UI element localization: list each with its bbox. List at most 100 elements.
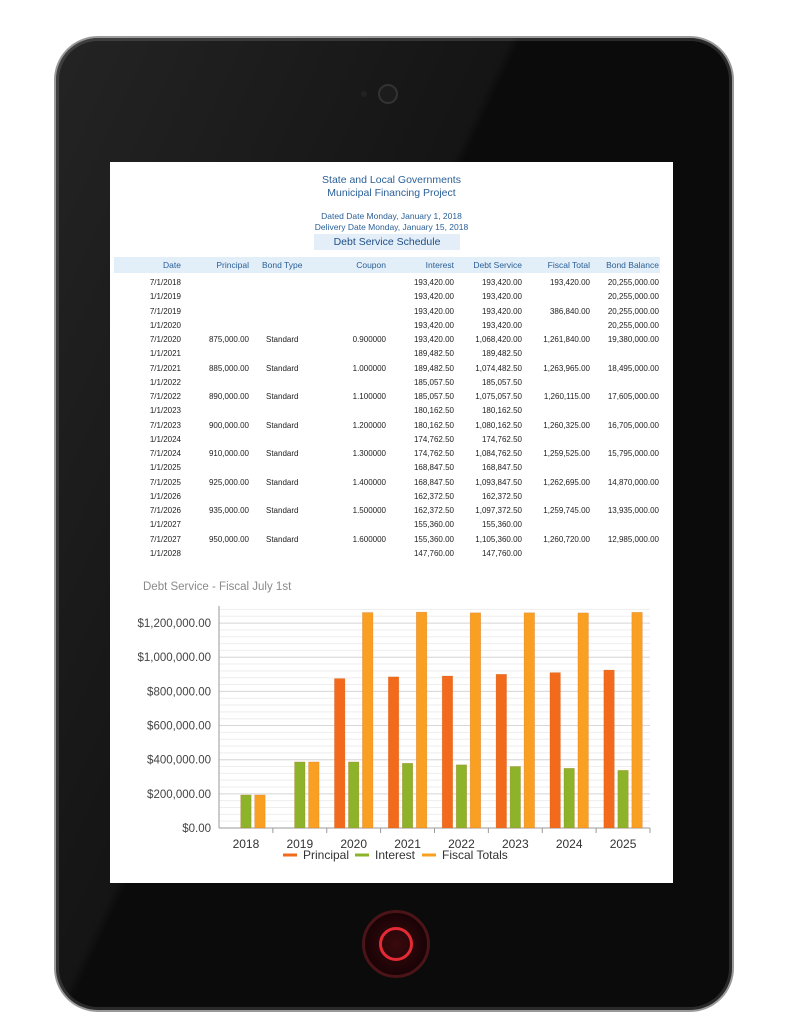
bar-fiscal-totals xyxy=(631,612,643,829)
y-tick-label: $400,000.00 xyxy=(147,755,211,767)
table-row: 1/1/2024 174,762.50 174,762.50 xyxy=(110,433,673,447)
cell-interest: 189,482.50 xyxy=(413,363,454,373)
header-bond-balance: Bond Balance xyxy=(606,260,659,270)
cell-bond-type: Standard xyxy=(266,506,299,515)
header-coupon: Coupon xyxy=(356,260,386,270)
y-tick-label: $0.00 xyxy=(182,823,211,835)
cell-interest: 193,420.00 xyxy=(413,292,454,302)
cell-debt-service: 1,080,162.50 xyxy=(475,420,522,430)
header-date: Date xyxy=(163,260,181,270)
cell-fiscal-total: 1,259,745.00 xyxy=(543,506,590,515)
cell-debt-service: 147,760.00 xyxy=(481,548,522,558)
cell-principal: 885,000.00 xyxy=(208,363,249,373)
cell-debt-service: 193,420.00 xyxy=(481,306,522,316)
cell-interest: 180,162.50 xyxy=(413,420,454,430)
cell-coupon: 0.900000 xyxy=(352,335,386,344)
table-row: 1/1/2021 189,482.50 189,482.50 xyxy=(110,347,673,361)
cell-bond-balance: 15,795,000.00 xyxy=(607,449,659,458)
cell-debt-service: 1,075,057.50 xyxy=(475,392,522,401)
cell-interest: 155,360.00 xyxy=(413,534,454,544)
cell-debt-service: 1,084,762.50 xyxy=(475,449,522,458)
bar-fiscal-totals xyxy=(308,761,320,829)
cell-fiscal-total: 1,261,840.00 xyxy=(543,335,590,344)
cell-date: 1/1/2028 xyxy=(149,548,181,558)
cell-date: 1/1/2025 xyxy=(149,463,181,473)
cell-date: 7/1/2020 xyxy=(149,335,181,344)
table-row: 1/1/2026 162,372.50 162,372.50 xyxy=(110,490,673,504)
cell-date: 7/1/2024 xyxy=(149,449,181,458)
table-row: 1/1/2027 155,360.00 155,360.00 xyxy=(110,518,673,532)
cell-debt-service: 193,420.00 xyxy=(481,278,522,287)
cell-bond-balance: 20,255,000.00 xyxy=(607,292,659,302)
report-screen: State and Local Governments Municipal Fi… xyxy=(110,162,673,883)
cell-interest: 155,360.00 xyxy=(413,520,454,530)
bar-interest xyxy=(240,794,252,829)
bar-principal xyxy=(334,678,346,829)
cell-debt-service: 193,420.00 xyxy=(481,292,522,302)
cell-date: 7/1/2022 xyxy=(149,392,181,401)
cell-date: 1/1/2020 xyxy=(149,320,181,330)
cell-debt-service: 193,420.00 xyxy=(481,320,522,330)
legend-label: Principal xyxy=(303,848,349,862)
home-button-ring xyxy=(379,927,413,961)
bar-fiscal-totals xyxy=(469,612,481,829)
cell-fiscal-total: 1,263,965.00 xyxy=(543,363,590,373)
bar-fiscal-totals xyxy=(523,612,535,829)
report-title-line1: State and Local Governments xyxy=(322,174,461,186)
header-interest: Interest xyxy=(425,260,454,270)
cell-fiscal-total: 1,260,325.00 xyxy=(543,420,590,430)
y-tick-label: $800,000.00 xyxy=(147,686,211,698)
cell-bond-balance: 13,935,000.00 xyxy=(607,506,659,515)
cell-bond-balance: 20,255,000.00 xyxy=(607,278,659,287)
bar-interest xyxy=(563,768,575,829)
cell-date: 1/1/2027 xyxy=(149,520,181,530)
cell-interest: 174,762.50 xyxy=(413,434,454,444)
cell-date: 1/1/2023 xyxy=(149,406,181,416)
cell-date: 1/1/2021 xyxy=(149,349,181,359)
cell-coupon: 1.400000 xyxy=(352,477,386,487)
cell-interest: 193,420.00 xyxy=(413,306,454,316)
cell-principal: 925,000.00 xyxy=(208,477,249,487)
cell-date: 7/1/2025 xyxy=(149,477,181,487)
table-header: Date Principal Bond Type Coupon Interest Debt… xyxy=(114,257,660,273)
cell-bond-balance: 14,870,000.00 xyxy=(607,477,659,487)
cell-bond-balance: 19,380,000.00 xyxy=(607,335,659,344)
cell-date: 1/1/2026 xyxy=(149,491,181,501)
cell-fiscal-total: 1,260,115.00 xyxy=(543,392,590,401)
cell-interest: 162,372.50 xyxy=(413,506,454,515)
table-row: 7/1/2027 950,000.00 Standard 1.600000 155,36… xyxy=(110,533,673,547)
cell-bond-balance: 20,255,000.00 xyxy=(607,320,659,330)
cell-fiscal-total: 386,840.00 xyxy=(549,306,590,316)
y-tick-label: $200,000.00 xyxy=(147,789,211,801)
cell-coupon: 1.500000 xyxy=(352,506,386,515)
cell-bond-type: Standard xyxy=(266,335,299,344)
cell-interest: 189,482.50 xyxy=(413,349,454,359)
cell-bond-type: Standard xyxy=(266,534,299,544)
bar-interest xyxy=(617,770,629,829)
table-row: 1/1/2020 193,420.00 193,420.00 20,255,000.0… xyxy=(110,319,673,333)
x-tick-label: 2024 xyxy=(556,837,583,851)
cell-interest: 168,847.50 xyxy=(413,463,454,473)
cell-principal: 900,000.00 xyxy=(208,420,249,430)
bar-fiscal-totals xyxy=(416,611,428,829)
cell-bond-type: Standard xyxy=(266,420,299,430)
cell-date: 7/1/2019 xyxy=(149,306,181,316)
table-row: 7/1/2020 875,000.00 Standard 0.900000 193,42… xyxy=(110,333,673,347)
cell-date: 7/1/2023 xyxy=(149,420,181,430)
home-button[interactable] xyxy=(362,910,430,978)
schedule-title: Debt Service Schedule xyxy=(314,234,460,250)
bar-principal xyxy=(495,674,507,829)
delivery-date: Delivery Date Monday, January 15, 2018 xyxy=(314,222,469,232)
cell-fiscal-total: 1,260,720.00 xyxy=(543,534,590,544)
table-row: 7/1/2023 900,000.00 Standard 1.200000 180,16… xyxy=(110,419,673,433)
bar-fiscal-totals xyxy=(362,612,374,829)
cell-debt-service: 1,068,420.00 xyxy=(475,335,522,344)
bar-principal xyxy=(603,669,615,829)
legend-label: Fiscal Totals xyxy=(442,848,508,862)
table-row: 7/1/2021 885,000.00 Standard 1.000000 189,48… xyxy=(110,362,673,376)
bar-principal xyxy=(388,676,400,829)
cell-bond-type: Standard xyxy=(266,392,299,401)
cell-principal: 875,000.00 xyxy=(208,335,249,344)
cell-date: 1/1/2024 xyxy=(149,434,181,444)
cell-bond-balance: 17,605,000.00 xyxy=(607,392,659,401)
